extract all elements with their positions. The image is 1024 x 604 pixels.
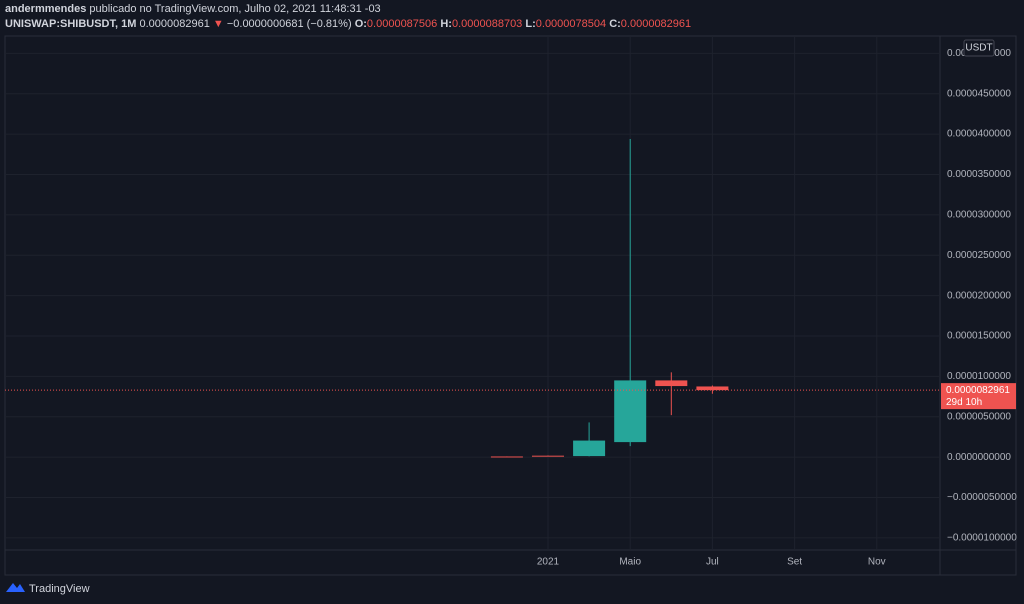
author: andermmendes bbox=[5, 3, 87, 15]
down-arrow: ▼ bbox=[212, 18, 224, 30]
c-label: C: bbox=[609, 18, 621, 30]
y-tick-label: 0.0000050000 bbox=[947, 411, 1011, 422]
y-tick-label: 0.0000400000 bbox=[947, 129, 1011, 140]
x-tick-label: Maio bbox=[619, 557, 641, 568]
brand: TradingView bbox=[29, 583, 90, 595]
h-value: 0.0000088703 bbox=[451, 18, 523, 30]
change: −0.0000000681 (−0.81%) bbox=[226, 18, 352, 30]
unit-badge bbox=[963, 39, 995, 57]
l-value: 0.0000078504 bbox=[535, 18, 607, 30]
last-price-label: 0.0000082961 bbox=[946, 385, 1010, 396]
y-tick-label: −0.0000050000 bbox=[947, 492, 1017, 503]
countdown: 29d 10h bbox=[946, 397, 982, 408]
c-value: 0.0000082961 bbox=[620, 18, 692, 30]
publish-line: andermmendes publicado no TradingView.co… bbox=[5, 2, 691, 17]
candle-body bbox=[490, 456, 523, 458]
x-tick-label: Set bbox=[787, 557, 802, 568]
y-tick-label: 0.0000250000 bbox=[947, 250, 1011, 261]
x-tick-label: Nov bbox=[868, 557, 886, 568]
y-tick-label: 0.0000100000 bbox=[947, 371, 1011, 382]
h-label: H: bbox=[440, 18, 452, 30]
published: publicado no TradingView.com, Julho 02, … bbox=[89, 3, 381, 15]
y-tick-label: 0.0000000000 bbox=[947, 452, 1011, 463]
x-tick-label: Jul bbox=[706, 557, 719, 568]
candle-body bbox=[655, 380, 688, 387]
candle-body bbox=[573, 440, 606, 457]
x-tick-label: 2021 bbox=[537, 557, 560, 568]
y-tick-label: −0.0000100000 bbox=[947, 533, 1017, 544]
symbol: UNISWAP:SHIBUSDT, 1M bbox=[5, 18, 137, 30]
y-tick-label: 0.0000300000 bbox=[947, 209, 1011, 220]
o-value: 0.0000087506 bbox=[366, 18, 438, 30]
y-tick-label: 0.0000150000 bbox=[947, 331, 1011, 342]
ohlc-line: UNISWAP:SHIBUSDT, 1M 0.0000082961 ▼ −0.0… bbox=[5, 17, 691, 32]
logo-icon bbox=[6, 583, 25, 592]
y-tick-label: 0.0000350000 bbox=[947, 169, 1011, 180]
candle-body bbox=[614, 380, 647, 443]
logo: TradingView bbox=[6, 583, 90, 595]
candle-body bbox=[532, 455, 564, 457]
last: 0.0000082961 bbox=[139, 18, 210, 30]
unit-label: USDT bbox=[965, 43, 992, 54]
l-label: L: bbox=[525, 18, 536, 30]
frame bbox=[4, 35, 1017, 576]
y-tick-label: 0.0000450000 bbox=[947, 88, 1011, 99]
header: andermmendes publicado no TradingView.co… bbox=[5, 2, 691, 32]
candle-body bbox=[696, 386, 729, 391]
y-tick-label: 0.0000200000 bbox=[947, 290, 1011, 301]
o-label: O: bbox=[354, 18, 367, 30]
last-price-box bbox=[941, 383, 1016, 410]
